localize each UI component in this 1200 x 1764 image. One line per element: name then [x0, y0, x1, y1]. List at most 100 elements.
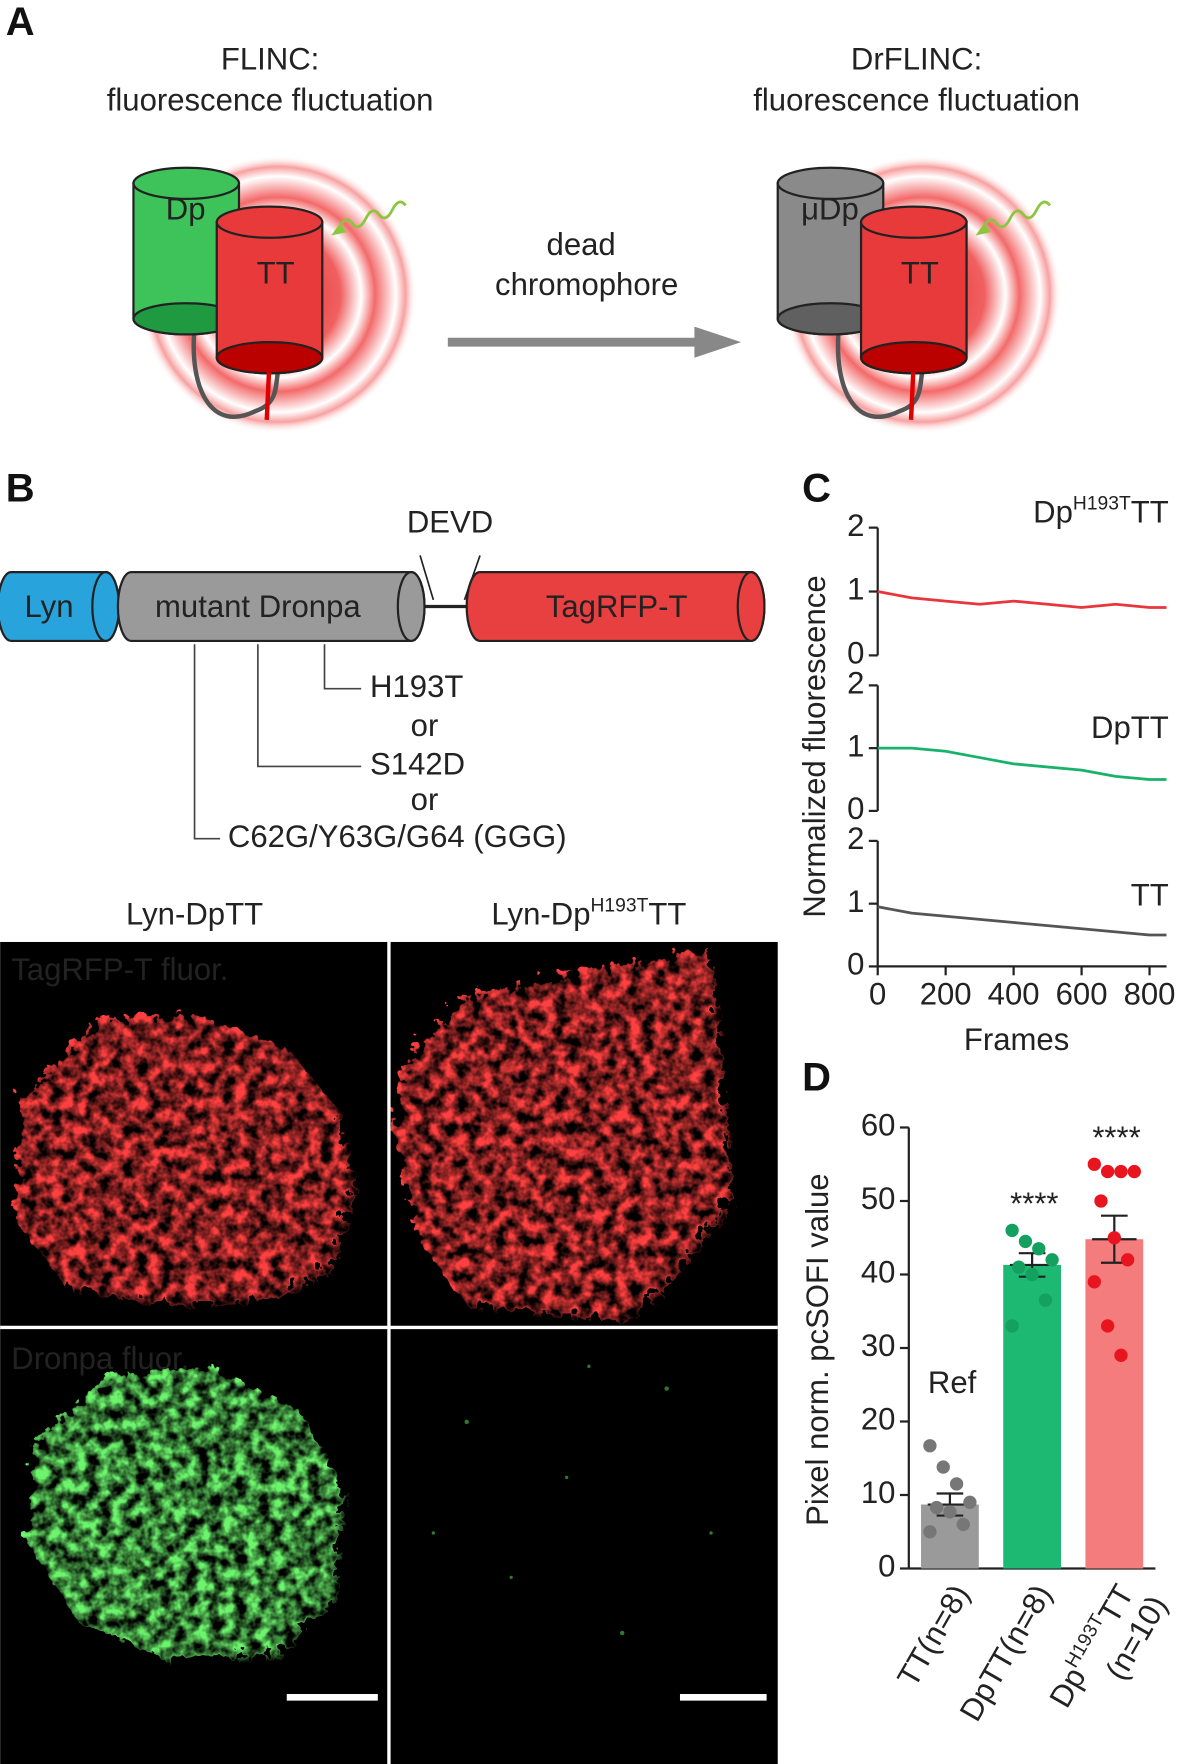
y-tick-label: 2 [847, 821, 864, 856]
data-point [936, 1460, 950, 1474]
data-point [1120, 1253, 1135, 1267]
trace [877, 905, 1167, 937]
title: DrFLINC: [851, 41, 982, 76]
y-tick-label: 2 [847, 508, 864, 543]
bar [1085, 1239, 1144, 1569]
y-tick-label: 10 [861, 1475, 896, 1510]
annotation: Ref [928, 1365, 977, 1400]
legend-label: TT [1131, 878, 1169, 913]
data-point [1114, 1164, 1128, 1179]
arrow-head [694, 326, 742, 358]
panel-label: C [802, 467, 831, 511]
domain-label: TagRFP-T [546, 589, 688, 624]
legend-label-part: TT [1131, 878, 1169, 913]
y-tick-label: 20 [861, 1402, 896, 1437]
x-tick-label: 600 [1056, 977, 1108, 1012]
x-tick-label: 800 [1124, 977, 1176, 1012]
panel-label: A [6, 0, 35, 44]
mutation: S142D [370, 747, 465, 782]
x-tick-label: TT(n=8) [890, 1579, 976, 1693]
cylinder-top [776, 166, 885, 200]
data-point [956, 1517, 970, 1532]
y-tick-label: 1 [847, 884, 864, 919]
y-tick-label: 0 [847, 791, 864, 826]
legend-label-part: Dp [1033, 495, 1073, 530]
y-tick-label: 30 [861, 1328, 896, 1363]
column-label-part: TT [648, 897, 686, 932]
data-point [1087, 1157, 1101, 1171]
trace [877, 746, 1167, 781]
y-tick-label: 1 [847, 728, 864, 763]
acceptor-label: TT [257, 256, 295, 291]
bar [1003, 1264, 1061, 1569]
column-label-part: H193T [591, 895, 649, 916]
y-tick-label: 0 [878, 1549, 895, 1584]
legend-label: DpTT [1091, 710, 1169, 745]
domain-label: Lyn [25, 589, 74, 624]
y-tick-label: 0 [847, 947, 864, 982]
subtitle: fluorescence fluctuation [107, 82, 434, 117]
data-point [963, 1495, 977, 1510]
data-point [1018, 1234, 1033, 1249]
data-point [923, 1439, 937, 1453]
data-point [1025, 1267, 1039, 1282]
cylinder-top [859, 205, 968, 239]
y-tick-label: 0 [847, 636, 864, 671]
cylinder [859, 205, 968, 375]
arrow-label: dead [547, 227, 616, 262]
domain-end [91, 570, 121, 643]
data-point [1127, 1164, 1141, 1179]
cylinder-top [215, 205, 324, 239]
photon [337, 200, 407, 229]
legend-label-part: DpTT [1091, 710, 1169, 745]
x-tick-label: 200 [920, 977, 972, 1012]
data-point [1032, 1242, 1046, 1256]
x-tick-label: 400 [988, 977, 1040, 1012]
subtitle: fluorescence fluctuation [753, 82, 1080, 117]
data-point [1087, 1275, 1101, 1289]
photon [981, 200, 1051, 229]
linker-bracket [419, 555, 481, 601]
acceptor-label: TT [901, 256, 939, 291]
cylinder [776, 166, 885, 336]
cylinder-bottom [215, 341, 324, 375]
y-tick-label: 50 [861, 1181, 896, 1216]
photon-head [331, 223, 347, 236]
data-point [1114, 1348, 1128, 1363]
data-point [923, 1525, 937, 1539]
donor-label: Dp [166, 191, 206, 226]
column-label: Lyn-DpH193TTT [491, 895, 686, 932]
trace [877, 590, 1167, 609]
row-label: TagRFP-T fluor. [11, 952, 228, 987]
legend-label-part: TT [1131, 495, 1169, 530]
y-tick-label: 40 [861, 1255, 896, 1290]
data-point [1100, 1164, 1115, 1179]
x-tick-label: 0 [869, 977, 886, 1012]
arrow-label: chromophore [495, 267, 678, 302]
annotation: **** [1092, 1120, 1140, 1155]
separator: or [411, 708, 439, 743]
linker [908, 372, 916, 420]
linker-label: DEVD [407, 505, 493, 540]
mutation: H193T [370, 669, 463, 704]
photon-head [975, 223, 992, 236]
linker [264, 372, 272, 420]
y-tick-label: 60 [861, 1108, 896, 1143]
data-point [943, 1505, 957, 1519]
data-point [949, 1477, 964, 1491]
x-tick-label-part: Dp [1043, 1662, 1093, 1714]
row-label: Dronpa fluor. [11, 1341, 189, 1376]
data-point [1045, 1253, 1059, 1267]
y-axis-label: Normalized fluorescence [797, 575, 832, 917]
column-label: Lyn-DpTT [126, 897, 263, 932]
domain-label: mutant Dronpa [155, 589, 361, 624]
x-axis-label: Frames [964, 1022, 1069, 1057]
title: FLINC: [221, 41, 319, 76]
separator: or [411, 782, 439, 817]
data-point [1012, 1260, 1026, 1274]
mutation-lines [193, 644, 362, 840]
mutation: C62G/Y63G/G64 (GGG) [228, 819, 567, 854]
y-tick-label: 1 [847, 572, 864, 607]
y-tick-label: 2 [847, 666, 864, 701]
